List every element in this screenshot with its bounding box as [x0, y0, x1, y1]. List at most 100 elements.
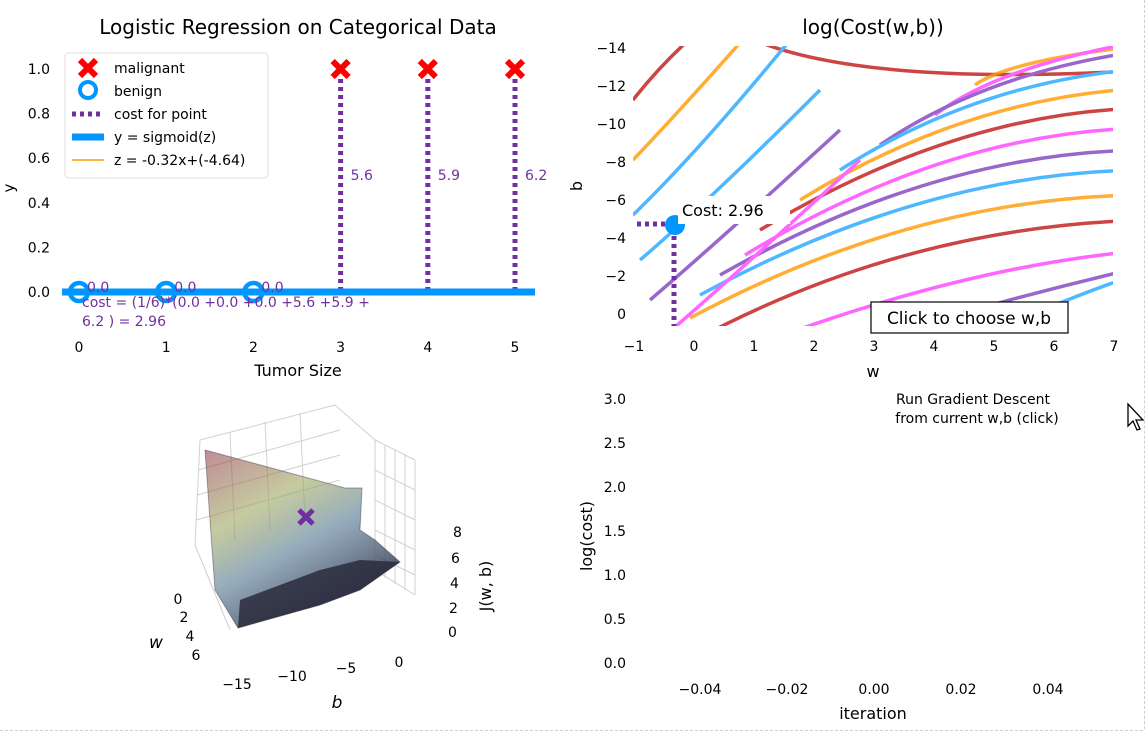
cost-label: 0.0: [261, 280, 283, 296]
surface-b-tick: −10: [277, 669, 307, 685]
lr-y-tick: 0.8: [28, 107, 50, 123]
history-ylabel: log(cost): [577, 501, 596, 571]
legend-malignant-marker: [77, 57, 99, 79]
surface-z-tick: 8: [453, 525, 462, 541]
benign-point: [154, 280, 178, 304]
contour-y-tick: −8: [605, 155, 626, 171]
contour-y-tick-labels: −14 −12 −10 −8 −6 −4 −2 0: [596, 41, 626, 323]
benign-point: [67, 280, 91, 304]
surface-w-tick-labels: 0 2 4 6: [174, 592, 201, 664]
history-x-tick-labels: −0.04 −0.02 0.00 0.02 0.04: [679, 682, 1064, 698]
history-y-tick: 2.0: [604, 480, 626, 496]
history-x-tick: 0.00: [858, 682, 889, 698]
surface-z-label: J(w, b): [476, 561, 495, 613]
choose-wb-label: Click to choose w,b: [887, 309, 1051, 329]
surface-shadow: [238, 560, 400, 628]
surface-cost-marker: [297, 508, 315, 526]
lr-legend: malignant benign cost for point y = sigm…: [64, 52, 269, 179]
legend-label-malignant: malignant: [114, 61, 185, 77]
contour-x-tick: 4: [930, 339, 939, 355]
lr-x-tick: 2: [249, 340, 258, 356]
contour-y-tick: −6: [605, 193, 626, 209]
lr-y-tick: 0.0: [28, 285, 50, 301]
cost-history-plot: log(cost) iteration 0.0 0.5 1.0 1.5 2.0 2.5 3.…: [577, 392, 1064, 723]
surface-z-tick: 6: [451, 551, 460, 567]
history-x-tick: −0.04: [679, 682, 722, 698]
cost-contour-plot[interactable]: log(Cost(w,b)) b w −14−12−10−8−6−4−20 −1…: [567, 0, 1145, 381]
surface-z-tick: 0: [448, 625, 457, 641]
surface-w-tick: 0: [174, 592, 183, 608]
contour-x-tick: 7: [1110, 339, 1119, 355]
contour-x-tick: 1: [750, 339, 759, 355]
contour-x-tick: 3: [870, 339, 879, 355]
history-y-tick: 1.5: [604, 524, 626, 540]
history-x-tick: −0.02: [766, 682, 809, 698]
logistic-regression-plot: Logistic Regression on Categorical Data …: [0, 15, 547, 380]
surface-z-tick: 4: [450, 576, 459, 592]
contour-x-tick: 6: [1050, 339, 1059, 355]
surface-w-tick: 2: [180, 610, 189, 626]
lr-y-tick: 0.6: [28, 151, 50, 167]
history-y-tick: 0.5: [604, 612, 626, 628]
contour-y-tick: −12: [596, 79, 626, 95]
cost-label: 5.6: [351, 168, 373, 184]
cost-formula-line2: 6.2 ) = 2.96: [82, 314, 166, 330]
contour-x-tick: 5: [990, 339, 999, 355]
lr-x-tick: 3: [336, 340, 345, 356]
lr-x-tick: 4: [423, 340, 432, 356]
surface-z-tick: 2: [449, 601, 458, 617]
cost-label: 5.9: [438, 168, 460, 184]
contour-x-tick-labels: −1 0 1 2 3 4 5 6 7: [624, 339, 1119, 355]
contour-lines: [633, 46, 1113, 326]
history-y-tick: 3.0: [604, 392, 626, 408]
legend-label-z: z = -0.32x+(-4.64): [114, 153, 245, 169]
legend-benign-marker: [78, 80, 98, 100]
benign-point: [242, 280, 265, 304]
lr-y-tick: 1.0: [28, 62, 50, 78]
history-xlabel: iteration: [839, 704, 907, 723]
lr-ylabel: y: [0, 183, 18, 192]
lr-x-tick-labels: 0 1 2 3 4 5: [75, 340, 520, 356]
surface-b-label: b: [332, 693, 343, 713]
cost-labels: 0.0 0.0 0.0 5.6 5.9 6.2: [87, 168, 547, 296]
cost-lines: [338, 79, 518, 292]
mouse-pointer-icon: [1127, 402, 1145, 431]
contour-x-tick: 2: [810, 339, 819, 355]
run-label-line1: Run Gradient Descent: [896, 392, 1051, 408]
lr-y-tick: 0.2: [28, 240, 50, 256]
cost-surface-3d: 0 2 4 6 −15 −10 −5 0 0 2 4 6 8 w b J(w, b): [149, 404, 495, 713]
contour-title: log(Cost(w,b)): [802, 15, 944, 39]
cost-annotation: Cost: 2.96: [682, 201, 764, 220]
contour-y-tick: −10: [596, 117, 626, 133]
malignant-point: [417, 58, 438, 80]
contour-ylabel: b: [567, 181, 586, 191]
lr-title: Logistic Regression on Categorical Data: [99, 15, 496, 39]
surface-b-tick: −15: [222, 677, 252, 693]
choose-wb-button[interactable]: Click to choose w,b: [870, 301, 1069, 334]
surface-w-tick: 6: [192, 648, 201, 664]
contour-x-tick: 0: [690, 339, 699, 355]
surface-w-label: w: [149, 633, 163, 653]
surface-b-tick: −5: [336, 661, 357, 677]
history-y-tick-labels: 0.0 0.5 1.0 1.5 2.0 2.5 3.0: [604, 392, 626, 672]
lr-x-tick: 1: [162, 340, 171, 356]
legend-label-cost: cost for point: [114, 107, 207, 123]
surface-b-tick: 0: [395, 655, 404, 671]
history-y-tick: 2.5: [604, 436, 626, 452]
history-y-tick: 1.0: [604, 568, 626, 584]
contour-y-tick: 0: [617, 307, 626, 323]
data-points: [67, 58, 526, 304]
run-label-line2: from current w,b (click): [895, 411, 1058, 427]
cost-annotation-box: [678, 196, 790, 224]
contour-y-tick: −4: [605, 231, 626, 247]
malignant-point: [330, 58, 351, 80]
lr-y-tick-labels: 0.0 0.2 0.4 0.6 0.8 1.0: [28, 62, 50, 301]
run-gradient-descent-button[interactable]: Run Gradient Descent from current w,b (c…: [895, 392, 1058, 427]
contour-xlabel: w: [866, 362, 879, 381]
legend-label-benign: benign: [114, 84, 162, 100]
cost-formula-line1: cost = (1/6)*(0.0 +0.0 +0.0 +5.6 +5.9 +: [82, 295, 370, 311]
surface-z-tick-labels: 0 2 4 6 8: [448, 525, 462, 641]
surface-w-tick: 4: [186, 629, 195, 645]
contour-y-tick: −14: [596, 41, 626, 57]
